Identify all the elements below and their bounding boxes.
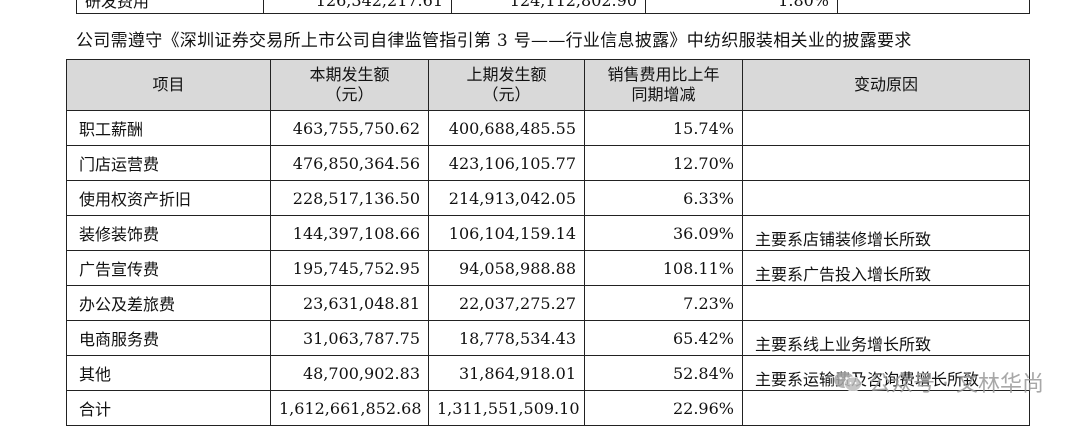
table-row: 其他 48,700,902.83 31,864,918.01 52.84% 主要…: [66, 355, 1030, 391]
change-percent: 22.96%: [584, 390, 743, 426]
reason-cell: [837, 0, 1030, 14]
change-percent: 65.42%: [584, 320, 743, 356]
reason-cell: 主要系线上业务增长所致: [742, 320, 1030, 356]
row-item: 门店运营费: [66, 145, 271, 181]
header-current-line1: 本期发生额: [309, 65, 390, 84]
reason-cell: 主要系店铺装修增长所致: [742, 215, 1030, 251]
wechat-icon: [834, 372, 863, 392]
table-row: 门店运营费 476,850,364.56 423,106,105.77 12.7…: [66, 145, 1030, 181]
table-row: 电商服务费 31,063,787.75 18,778,534.43 65.42%…: [66, 320, 1030, 356]
change-percent: 15.74%: [584, 110, 743, 146]
previous-table-fragment: 研发费用 126,342,217.61 124,112,802.90 1.80%: [76, 0, 1030, 14]
row-label: 研发费用: [76, 0, 264, 14]
current-amount: 31,063,787.75: [270, 320, 429, 356]
row-item: 装修装饰费: [66, 215, 271, 251]
row-item: 办公及差旅费: [66, 285, 271, 321]
reason-cell: [742, 110, 1030, 146]
prior-amount: 124,112,802.90: [451, 0, 646, 14]
header-change-line1: 销售费用比上年: [607, 65, 720, 84]
header-change-line2: 同期增减: [631, 85, 696, 104]
table-row: 职工薪酬 463,755,750.62 400,688,485.55 15.74…: [66, 110, 1030, 146]
reason-cell: [742, 285, 1030, 321]
current-amount: 228,517,136.50: [270, 180, 429, 216]
row-item: 职工薪酬: [66, 110, 271, 146]
current-amount: 126,342,217.61: [263, 0, 452, 14]
change-percent: 36.09%: [584, 215, 743, 251]
row-item: 广告宣传费: [66, 250, 271, 286]
disclosure-caption: 公司需遵守《深圳证券交易所上市公司自律监管指引第 3 号——行业信息披露》中纺织…: [76, 31, 912, 51]
header-prior-amount: 上期发生额 （元）: [428, 59, 585, 111]
table-row: 使用权资产折旧 228,517,136.50 214,913,042.05 6.…: [66, 180, 1030, 216]
row-item: 其他: [66, 355, 271, 391]
table-row: 研发费用 126,342,217.61 124,112,802.90 1.80%: [76, 0, 1030, 14]
prior-amount: 31,864,918.01: [428, 355, 585, 391]
current-amount: 48,700,902.83: [270, 355, 429, 391]
prior-amount: 22,037,275.27: [428, 285, 585, 321]
change-percent: 12.70%: [584, 145, 743, 181]
watermark-text: 公众号 · 文林华尚: [869, 372, 1044, 397]
row-item: 使用权资产折旧: [66, 180, 271, 216]
header-prior-line1: 上期发生额: [466, 65, 547, 84]
prior-amount: 106,104,159.14: [428, 215, 585, 251]
current-amount: 476,850,364.56: [270, 145, 429, 181]
table-header-row: 项目 本期发生额 （元） 上期发生额 （元） 销售费用比上年 同期增减 变动原因: [66, 59, 1030, 111]
watermark: 公众号 · 文林华尚: [833, 366, 1044, 398]
header-current-amount: 本期发生额 （元）: [270, 59, 429, 111]
row-item: 电商服务费: [66, 320, 271, 356]
current-amount: 23,631,048.81: [270, 285, 429, 321]
prior-amount: 18,778,534.43: [428, 320, 585, 356]
reason-cell: [742, 180, 1030, 216]
prior-amount: 1,311,551,509.10: [428, 390, 585, 426]
table-row: 广告宣传费 195,745,752.95 94,058,988.88 108.1…: [66, 250, 1030, 286]
current-amount: 463,755,750.62: [270, 110, 429, 146]
table-row: 装修装饰费 144,397,108.66 106,104,159.14 36.0…: [66, 215, 1030, 251]
prior-amount: 94,058,988.88: [428, 250, 585, 286]
header-prior-line2: （元）: [482, 85, 531, 104]
current-amount: 1,612,661,852.68: [270, 390, 429, 426]
change-percent: 7.23%: [584, 285, 743, 321]
row-item: 合计: [66, 390, 271, 426]
current-amount: 195,745,752.95: [270, 250, 429, 286]
prior-amount: 214,913,042.05: [428, 180, 585, 216]
change-percent: 1.80%: [645, 0, 838, 14]
reason-cell: 主要系运输费及咨询费增长所致: [742, 355, 1030, 391]
table-row: 办公及差旅费 23,631,048.81 22,037,275.27 7.23%: [66, 285, 1030, 321]
reason-cell: [742, 145, 1030, 181]
header-change: 销售费用比上年 同期增减: [584, 59, 743, 111]
header-reason: 变动原因: [742, 59, 1030, 111]
prior-amount: 400,688,485.55: [428, 110, 585, 146]
change-percent: 6.33%: [584, 180, 743, 216]
change-percent: 52.84%: [584, 355, 743, 391]
header-item: 项目: [66, 59, 271, 111]
current-amount: 144,397,108.66: [270, 215, 429, 251]
prior-amount: 423,106,105.77: [428, 145, 585, 181]
reason-cell: 主要系广告投入增长所致: [742, 250, 1030, 286]
change-percent: 108.11%: [584, 250, 743, 286]
header-current-line2: （元）: [325, 85, 374, 104]
